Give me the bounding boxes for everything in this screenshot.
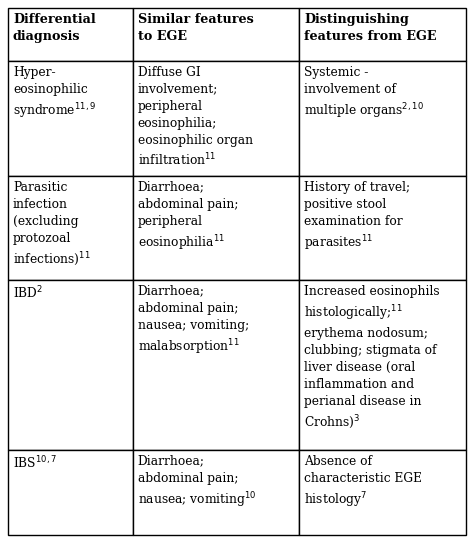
Text: Increased eosinophils
histologically;$^{11}$
erythema nodosum;
clubbing; stigmat: Increased eosinophils histologically;$^{… bbox=[304, 285, 440, 431]
Bar bbox=[133, 280, 299, 450]
Bar bbox=[8, 450, 133, 535]
Text: Parasitic
infection
(excluding
protozoal
infections)$^{11}$: Parasitic infection (excluding protozoal… bbox=[13, 181, 91, 268]
Text: Absence of
characteristic EGE
histology$^{7}$: Absence of characteristic EGE histology$… bbox=[304, 454, 422, 510]
Text: Diffuse GI
involvement;
peripheral
eosinophilia;
eosinophilic organ
infiltration: Diffuse GI involvement; peripheral eosin… bbox=[137, 66, 253, 169]
Bar bbox=[299, 175, 466, 280]
Text: Diarrhoea;
abdominal pain;
peripheral
eosinophilia$^{11}$: Diarrhoea; abdominal pain; peripheral eo… bbox=[137, 181, 238, 253]
Text: IBD$^{2}$: IBD$^{2}$ bbox=[13, 285, 43, 301]
Text: Systemic -
involvement of
multiple organs$^{2,10}$: Systemic - involvement of multiple organ… bbox=[304, 66, 424, 121]
Text: Similar features
to EGE: Similar features to EGE bbox=[137, 13, 253, 43]
Bar bbox=[8, 61, 133, 175]
Bar bbox=[133, 175, 299, 280]
Text: Distinguishing
features from EGE: Distinguishing features from EGE bbox=[304, 13, 437, 43]
Bar bbox=[133, 61, 299, 175]
Bar bbox=[133, 8, 299, 61]
Text: Hyper-
eosinophilic
syndrome$^{11,9}$: Hyper- eosinophilic syndrome$^{11,9}$ bbox=[13, 66, 96, 121]
Bar bbox=[133, 450, 299, 535]
Bar bbox=[8, 8, 133, 61]
Text: Diarrhoea;
abdominal pain;
nausea; vomiting;
malabsorption$^{11}$: Diarrhoea; abdominal pain; nausea; vomit… bbox=[137, 285, 249, 357]
Bar bbox=[299, 280, 466, 450]
Bar bbox=[299, 450, 466, 535]
Text: Differential
diagnosis: Differential diagnosis bbox=[13, 13, 96, 43]
Bar bbox=[8, 280, 133, 450]
Bar bbox=[299, 61, 466, 175]
Bar bbox=[299, 8, 466, 61]
Text: Diarrhoea;
abdominal pain;
nausea; vomiting$^{10}$: Diarrhoea; abdominal pain; nausea; vomit… bbox=[137, 454, 256, 510]
Bar bbox=[8, 175, 133, 280]
Text: History of travel;
positive stool
examination for
parasites$^{11}$: History of travel; positive stool examin… bbox=[304, 181, 410, 253]
Text: IBS$^{10,7}$: IBS$^{10,7}$ bbox=[13, 454, 57, 471]
